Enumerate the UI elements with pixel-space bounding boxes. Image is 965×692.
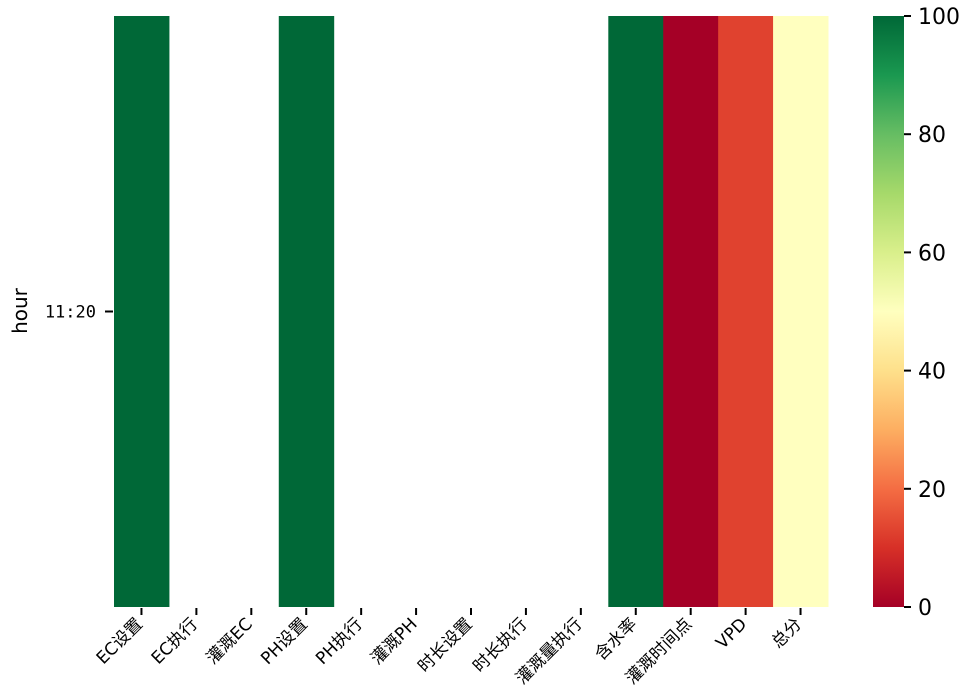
colorbar-tick-label: 40 — [918, 360, 946, 385]
heatmap-cell — [718, 16, 774, 607]
colorbar-tick-label: 100 — [918, 5, 960, 30]
colorbar — [873, 16, 904, 607]
x-tick-label: EC执行 — [148, 614, 202, 668]
heatmap-cell — [608, 16, 664, 607]
y-tick-label: 11:20 — [45, 303, 96, 323]
y-axis-label: hour — [8, 287, 32, 334]
x-tick-label: PH设置 — [257, 614, 311, 668]
y-axis: 11:20 — [45, 303, 113, 323]
x-tick-label: 灌溉PH — [367, 614, 421, 668]
x-tick-label: 时长设置 — [414, 614, 476, 676]
heatmap-cell — [663, 16, 719, 607]
x-tick-label: 灌溉EC — [203, 614, 257, 668]
colorbar-ticks: 0 20 40 60 80 100 — [904, 5, 960, 621]
heatmap-cell — [114, 16, 170, 607]
heatmap-cell — [278, 16, 335, 607]
colorbar-tick-label: 80 — [918, 123, 946, 148]
colorbar-tick-label: 60 — [918, 241, 946, 266]
heatmap-cells — [114, 16, 829, 607]
colorbar-tick-label: 20 — [918, 478, 946, 503]
heatmap-cell — [773, 16, 829, 607]
x-tick-label: PH执行 — [312, 614, 366, 668]
x-tick-label: EC设置 — [93, 614, 147, 668]
x-tick-label: 含水率 — [591, 614, 641, 664]
x-tick-label: 总分 — [768, 614, 806, 652]
colorbar-tick-label: 0 — [918, 596, 932, 621]
x-tick-label: VPD — [712, 614, 751, 653]
